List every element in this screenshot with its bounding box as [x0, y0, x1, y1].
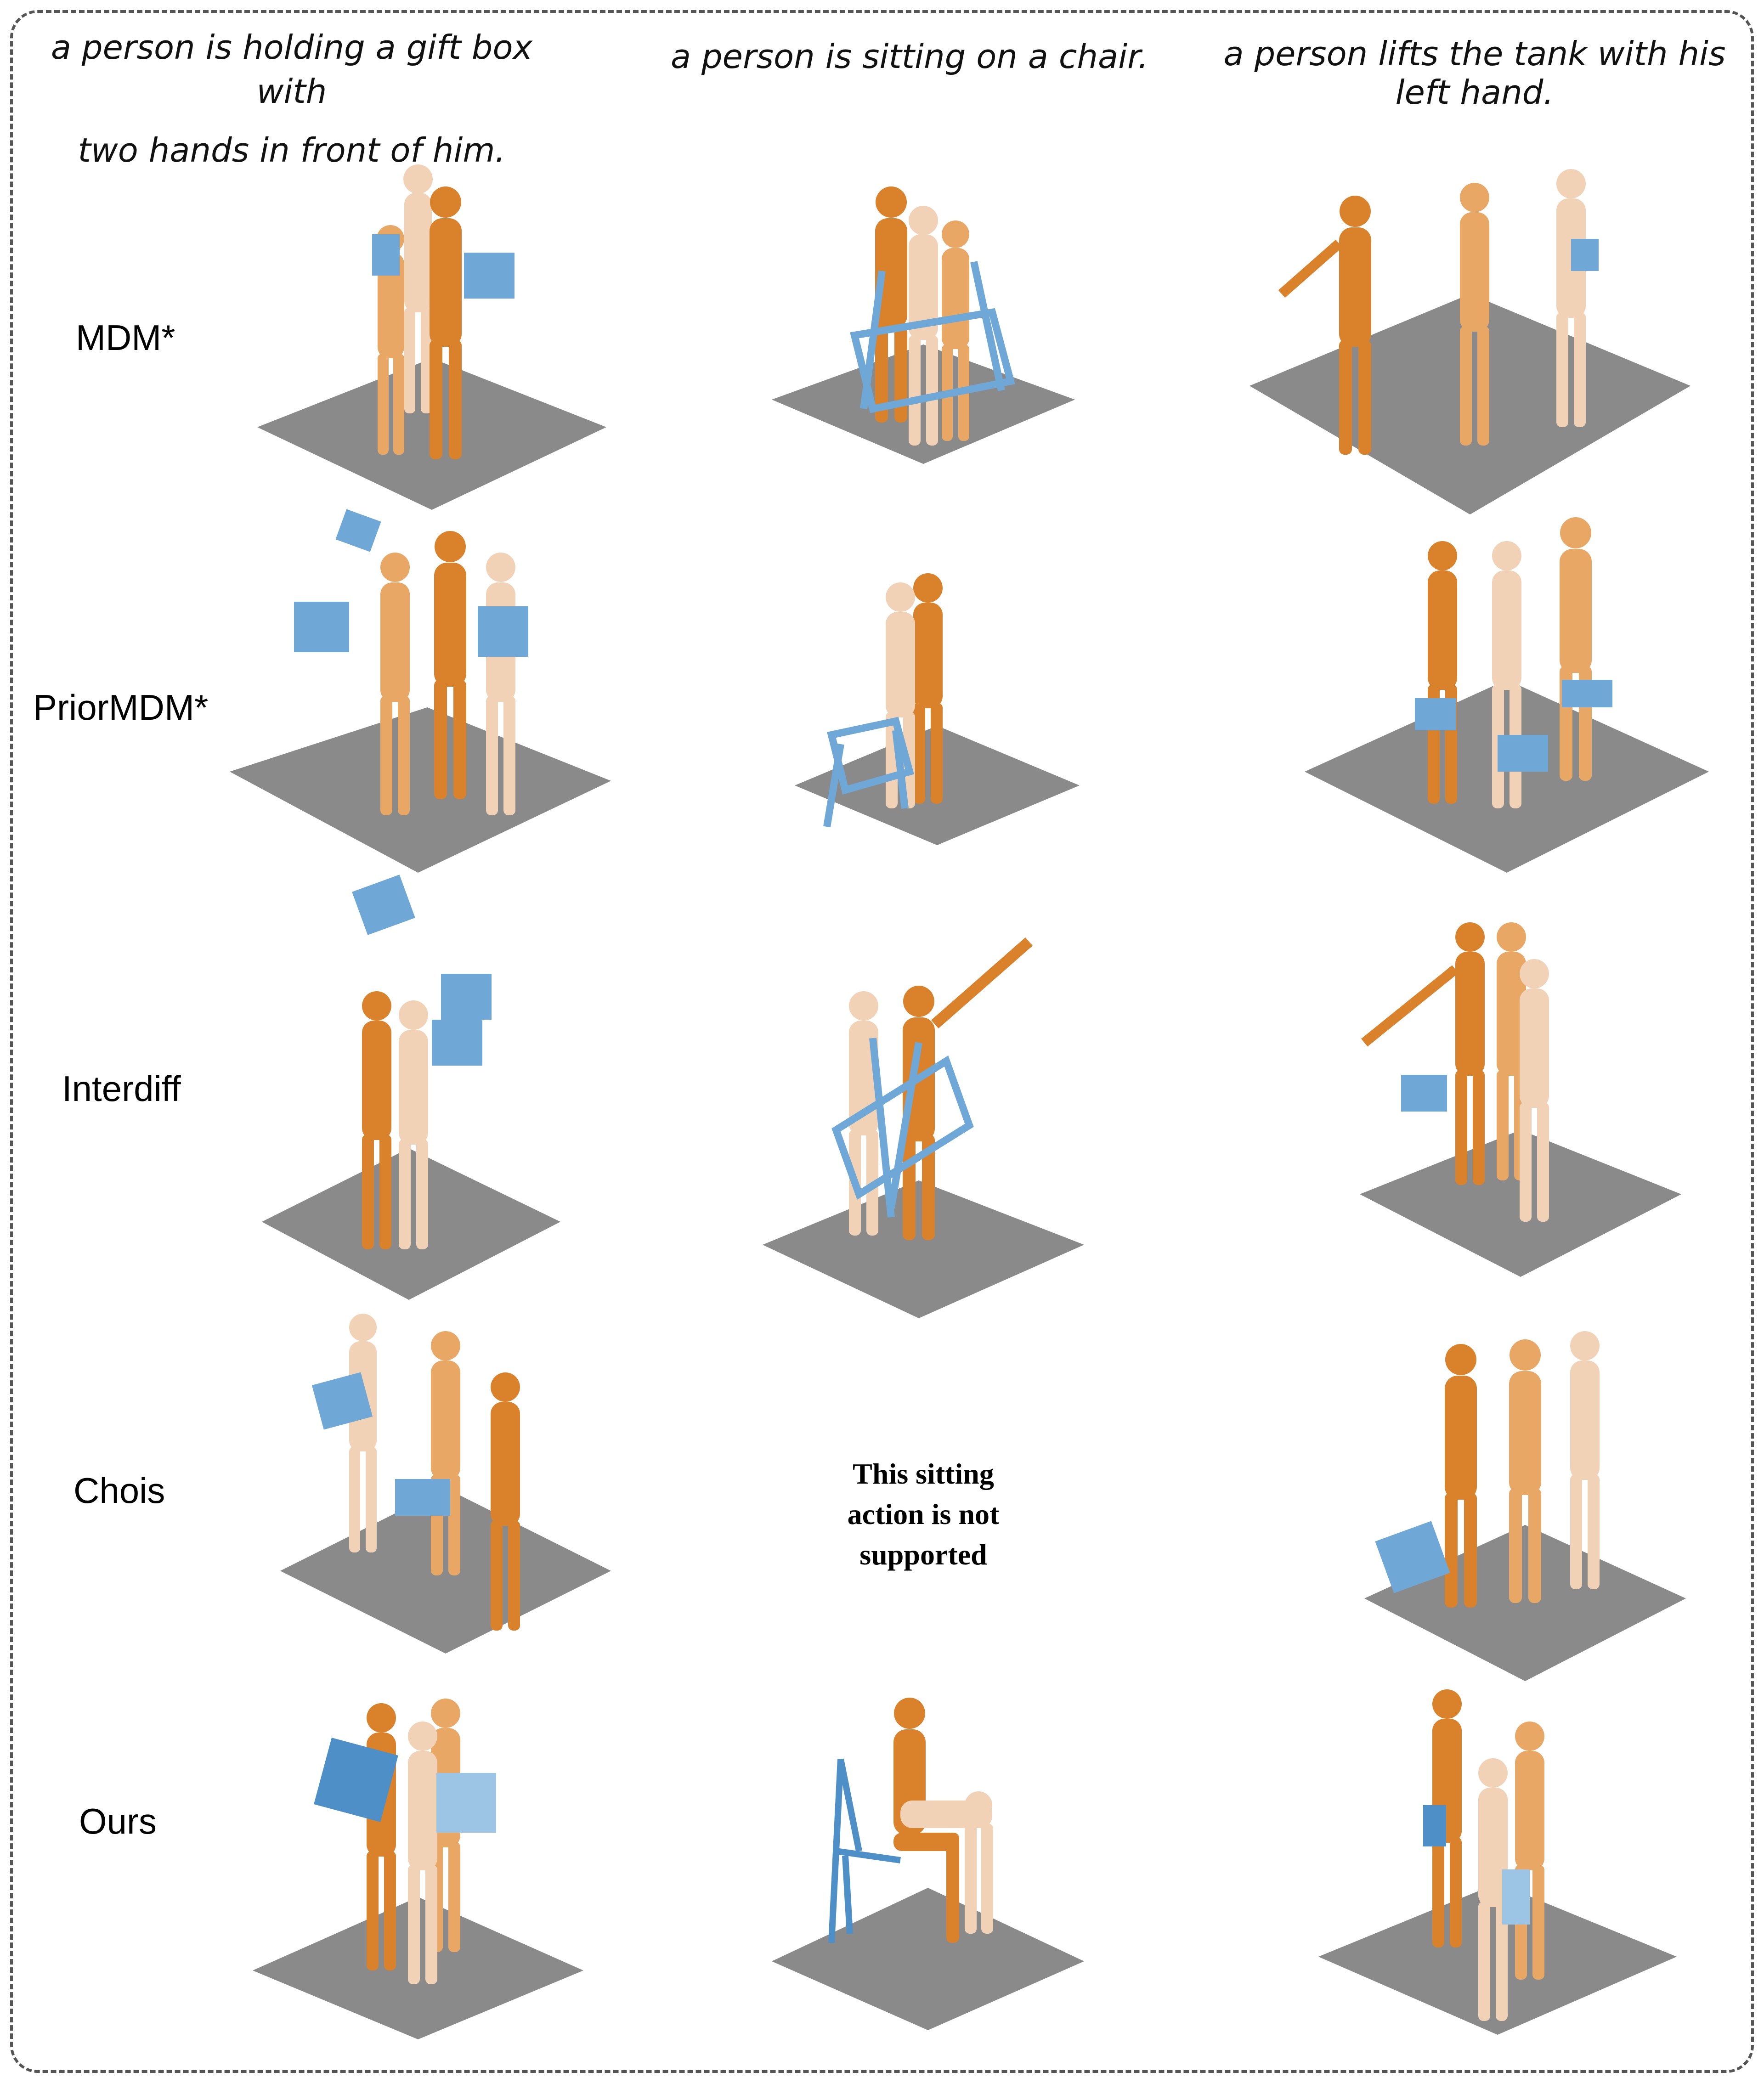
scene-priormdm-chair [795, 573, 1080, 845]
floor-plane [763, 1180, 1084, 1318]
human-figure-dark [1432, 1689, 1462, 1948]
scene-interdiff-tank [1360, 922, 1681, 1277]
human-figure-dark [362, 991, 391, 1249]
note-line2: action is not [847, 1498, 1000, 1530]
gift-box [352, 875, 415, 935]
tank-object [1502, 1869, 1530, 1925]
scene-priormdm-gift [230, 509, 611, 873]
gift-box [395, 1479, 450, 1516]
human-figure-dark [430, 186, 462, 459]
caption-col1-line1: a person is holding a gift box with [51, 28, 533, 111]
chair [850, 261, 1015, 413]
gift-box [372, 234, 400, 276]
gift-box [432, 1020, 482, 1066]
scene-ours-chair [772, 1698, 1084, 2030]
human-figure-light [909, 206, 938, 446]
tank-object [1401, 1075, 1447, 1112]
scene-interdiff-gift [262, 875, 560, 1300]
caption-col3-line2: left hand. [1395, 73, 1554, 112]
scene-interdiff-chair [763, 937, 1084, 1318]
caption-col1-line2: two hands in front of him. [78, 131, 506, 169]
row-label-ours: Ours [79, 1801, 157, 1841]
human-figure-dark [875, 186, 907, 423]
gift-box [311, 1372, 373, 1430]
floor-plane [280, 1488, 611, 1654]
row-label-chois: Chois [74, 1470, 165, 1511]
gift-box [314, 1738, 398, 1822]
human-figure-mid [1497, 922, 1526, 1180]
human-figure-light [399, 1000, 428, 1249]
tank-object [1423, 1805, 1446, 1846]
human-figure-light [403, 164, 433, 413]
human-figure-light [1570, 1331, 1600, 1589]
caption-col3: a person lifts the tank with his left ha… [1204, 34, 1746, 112]
floor-plane [1305, 680, 1709, 873]
gift-box [436, 1773, 496, 1833]
floor-plane [230, 707, 611, 873]
human-figure-mid [380, 553, 410, 815]
scene-ours-gift [253, 1699, 583, 2039]
tank-object [1498, 735, 1548, 772]
caption-col3-line1: a person lifts the tank with his [1223, 34, 1726, 73]
human-figure-dark [903, 937, 1033, 1240]
human-figure-dark [491, 1372, 520, 1631]
gift-box [478, 606, 528, 657]
chair [828, 1758, 901, 1943]
scene-priormdm-tank [1305, 517, 1709, 873]
scene-ours-tank [1318, 1689, 1677, 2035]
dashed-frame [10, 10, 1754, 2073]
tank-object [1571, 239, 1599, 271]
note-line1: This sitting [853, 1457, 994, 1490]
gift-box [335, 509, 381, 552]
caption-col2: a person is sitting on a chair. [634, 34, 1185, 79]
row-label-interdiff: Interdiff [62, 1068, 181, 1109]
scene-chois-gift [280, 1314, 611, 1654]
tank-object [1375, 1521, 1450, 1593]
gift-box [441, 974, 492, 1020]
scene-mdm-gift [257, 164, 606, 510]
scene-chois-tank [1364, 1331, 1686, 1681]
floor-plane [262, 1148, 560, 1300]
note-line3: supported [859, 1538, 987, 1571]
row-label-mdm: MDM* [76, 317, 175, 358]
human-figure-dark [1361, 922, 1485, 1185]
chair [831, 1038, 974, 1218]
not-supported-note: This sitting action is not supported [808, 1454, 1038, 1575]
human-figure-dark [1445, 1344, 1477, 1608]
floor-plane [772, 1888, 1084, 2030]
caption-col1: a person is holding a gift box with two … [28, 25, 556, 172]
chair [823, 717, 914, 828]
human-figure-light [408, 1722, 437, 1984]
human-figure-dark [913, 573, 943, 804]
human-figure-light [1478, 1758, 1508, 2021]
human-figure-light [349, 1314, 377, 1552]
human-figure-mid [1509, 1339, 1541, 1603]
scene-mdm-chair [772, 186, 1075, 464]
human-figure-dark [434, 531, 466, 799]
human-figure-mid [1460, 183, 1489, 446]
gift-box [464, 253, 514, 299]
human-figure-dark [1278, 196, 1371, 455]
row-label-priormdm: PriorMDM* [33, 687, 209, 728]
gift-box [294, 602, 349, 652]
tank-object [1562, 680, 1612, 707]
scene-mdm-tank [1250, 169, 1690, 514]
caption-col2-line1: a person is sitting on a chair. [670, 37, 1149, 76]
tank-object [1415, 698, 1456, 730]
human-figure-light [900, 1791, 993, 1934]
floor-plane [772, 344, 1075, 464]
human-figure-light [1520, 959, 1549, 1222]
